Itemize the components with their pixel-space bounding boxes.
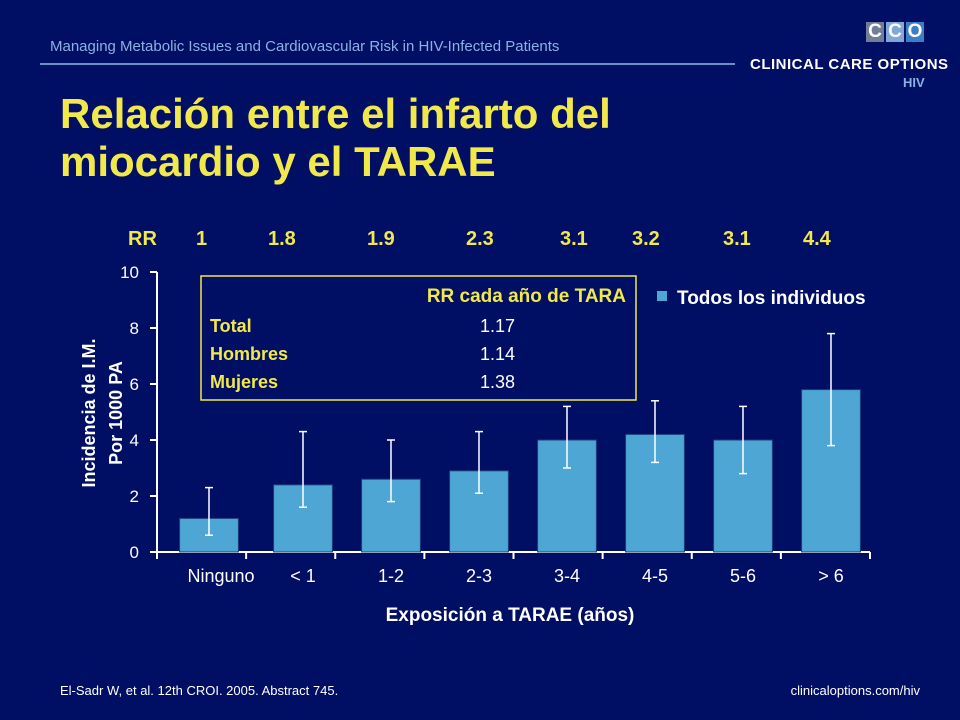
header-text: Managing Metabolic Issues and Cardiovasc… — [50, 38, 560, 55]
logo-letter: C — [866, 22, 884, 42]
y-tick-label: 6 — [130, 375, 139, 394]
y-tick-label: 10 — [120, 263, 139, 282]
y-axis-title-line2: Por 1000 PA — [106, 361, 126, 465]
legend-label: Todos los individuos — [677, 288, 866, 309]
x-tick-label: > 6 — [818, 566, 844, 586]
logo-letter: O — [906, 21, 924, 42]
slide-title: Relación entre el infarto del miocardio … — [60, 90, 611, 185]
y-tick-label: 4 — [130, 431, 139, 450]
chart-error-bars — [205, 332, 835, 536]
chart-labels: 0 2 4 6 8 10 Ninguno < 1 1-2 2-3 3-4 4-5 5-6 > 6 — [120, 263, 844, 586]
rr-value: 2.3 — [466, 228, 494, 250]
x-tick-label: < 1 — [290, 566, 316, 586]
rr-value: 3.1 — [560, 228, 588, 250]
x-tick-label: 2-3 — [466, 566, 492, 586]
logo-letter: C — [886, 22, 904, 42]
rr-value: 4.4 — [803, 228, 831, 250]
rr-value: 3.2 — [632, 228, 660, 250]
chart-bars — [179, 389, 861, 553]
y-axis-title-line1: Incidencia de I.M. — [79, 338, 99, 487]
y-axis-title: Incidencia de I.M. Por 1000 PA — [79, 338, 126, 487]
y-tick-label: 0 — [130, 543, 139, 562]
rr-table-row-value: 1.14 — [480, 344, 515, 364]
x-tick-label: 4-5 — [642, 566, 668, 586]
rr-table-row-label: Mujeres — [210, 372, 278, 392]
header-divider — [40, 63, 735, 65]
x-axis-title: Exposición a TARAE (años) — [386, 605, 635, 626]
x-tick-label: 3-4 — [554, 566, 580, 586]
rr-value: 3.1 — [723, 228, 751, 250]
x-tick-label: Ninguno — [187, 566, 254, 586]
rr-table-row-value: 1.38 — [480, 372, 515, 392]
rr-table-box — [200, 275, 637, 401]
rr-table-row-label: Total — [210, 316, 252, 336]
rr-table-row-value: 1.17 — [480, 316, 515, 336]
x-tick-label: 1-2 — [378, 566, 404, 586]
x-tick-label: 5-6 — [730, 566, 756, 586]
rr-value: 1.8 — [268, 228, 296, 250]
rr-value: 1.9 — [367, 228, 395, 250]
logo-wordmark: CLINICAL CARE OPTIONS — [750, 56, 949, 73]
cco-logo: C C O — [866, 22, 924, 42]
legend-swatch — [657, 291, 667, 301]
y-tick-label: 8 — [130, 319, 139, 338]
y-tick-label: 2 — [130, 487, 139, 506]
bar — [537, 439, 597, 553]
rr-table-header: RR cada año de TARA — [427, 286, 626, 307]
rr-row-label: RR — [128, 228, 157, 250]
footer-url: clinicaloptions.com/hiv — [790, 683, 920, 698]
footer-citation: El-Sadr W, et al. 12th CROI. 2005. Abstr… — [60, 683, 339, 698]
logo-subtitle: HIV — [903, 75, 925, 90]
rr-value: 1 — [196, 228, 208, 250]
rr-table-row-label: Hombres — [210, 344, 288, 364]
